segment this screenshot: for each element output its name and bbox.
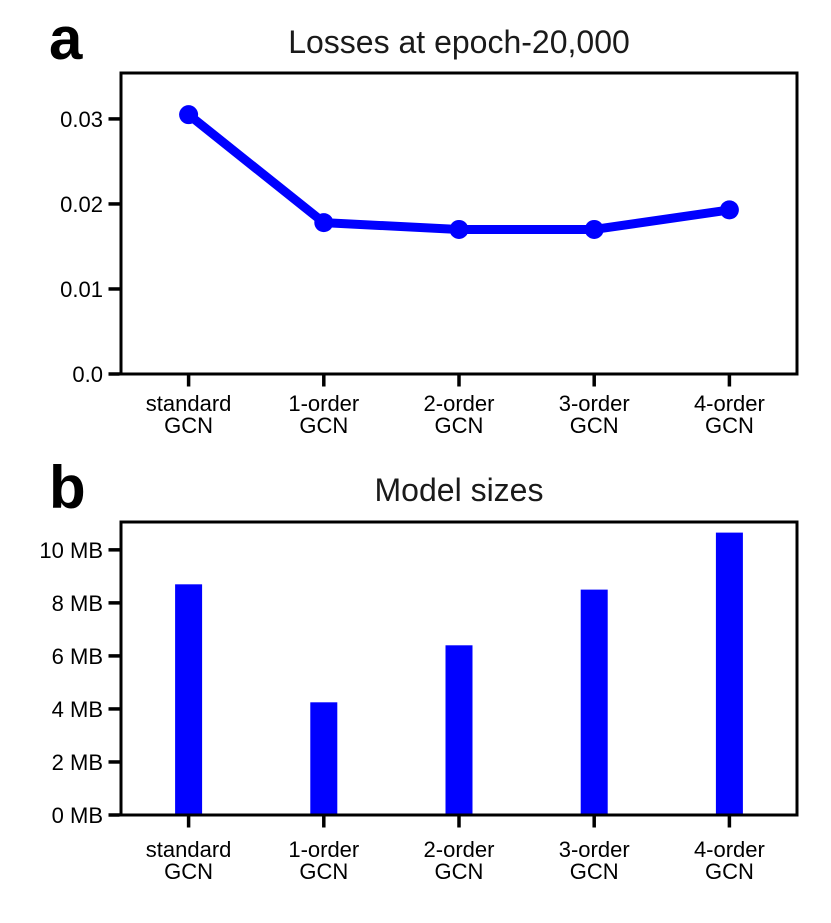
chart-title-losses: Losses at epoch-20,000 bbox=[288, 24, 630, 60]
x-category-label: 4-order bbox=[694, 837, 765, 862]
y-tick-label: 10 MB bbox=[39, 538, 103, 563]
x-category-label: GCN bbox=[435, 413, 484, 438]
x-category-label: 3-order bbox=[559, 837, 630, 862]
x-category-label: GCN bbox=[299, 859, 348, 884]
x-category-label: GCN bbox=[705, 859, 754, 884]
bar-3-order bbox=[580, 589, 608, 816]
data-point-standard bbox=[179, 105, 199, 125]
data-point-2-order bbox=[449, 219, 469, 239]
data-point-3-order bbox=[584, 219, 604, 239]
x-category-label: 1-order bbox=[288, 837, 359, 862]
y-tick-label: 0.02 bbox=[60, 192, 103, 217]
x-category-label: 2-order bbox=[424, 391, 495, 416]
x-category-label: 1-order bbox=[288, 391, 359, 416]
axes-frame bbox=[119, 71, 799, 376]
bar-4-order bbox=[715, 532, 743, 816]
x-category-label: GCN bbox=[164, 413, 213, 438]
chart-title-model-sizes: Model sizes bbox=[374, 472, 544, 508]
x-category-label: standard bbox=[146, 391, 232, 416]
x-category-label: 3-order bbox=[559, 391, 630, 416]
x-category-label: GCN bbox=[299, 413, 348, 438]
y-tick-label: 8 MB bbox=[52, 591, 103, 616]
bar-standard bbox=[175, 584, 203, 816]
bar-1-order bbox=[310, 702, 338, 816]
x-category-label: standard bbox=[146, 837, 232, 862]
data-point-4-order bbox=[719, 200, 739, 220]
data-point-1-order bbox=[314, 213, 334, 233]
y-tick-label: 6 MB bbox=[52, 644, 103, 669]
x-category-label: GCN bbox=[570, 859, 619, 884]
axes-frame bbox=[119, 520, 799, 817]
x-category-label: GCN bbox=[705, 413, 754, 438]
y-tick-label: 0 MB bbox=[52, 803, 103, 828]
x-category-label: GCN bbox=[435, 859, 484, 884]
panel-label-a: a bbox=[49, 5, 83, 72]
y-tick-label: 0.0 bbox=[72, 362, 103, 387]
y-tick-label: 4 MB bbox=[52, 697, 103, 722]
y-tick-label: 0.03 bbox=[60, 107, 103, 132]
x-category-label: 2-order bbox=[424, 837, 495, 862]
x-category-label: GCN bbox=[164, 859, 213, 884]
y-tick-label: 2 MB bbox=[52, 750, 103, 775]
bar-2-order bbox=[445, 645, 473, 816]
y-tick-label: 0.01 bbox=[60, 277, 103, 302]
panel-label-b: b bbox=[49, 454, 86, 521]
x-category-label: GCN bbox=[570, 413, 619, 438]
x-category-label: 4-order bbox=[694, 391, 765, 416]
loss-line bbox=[184, 110, 734, 234]
